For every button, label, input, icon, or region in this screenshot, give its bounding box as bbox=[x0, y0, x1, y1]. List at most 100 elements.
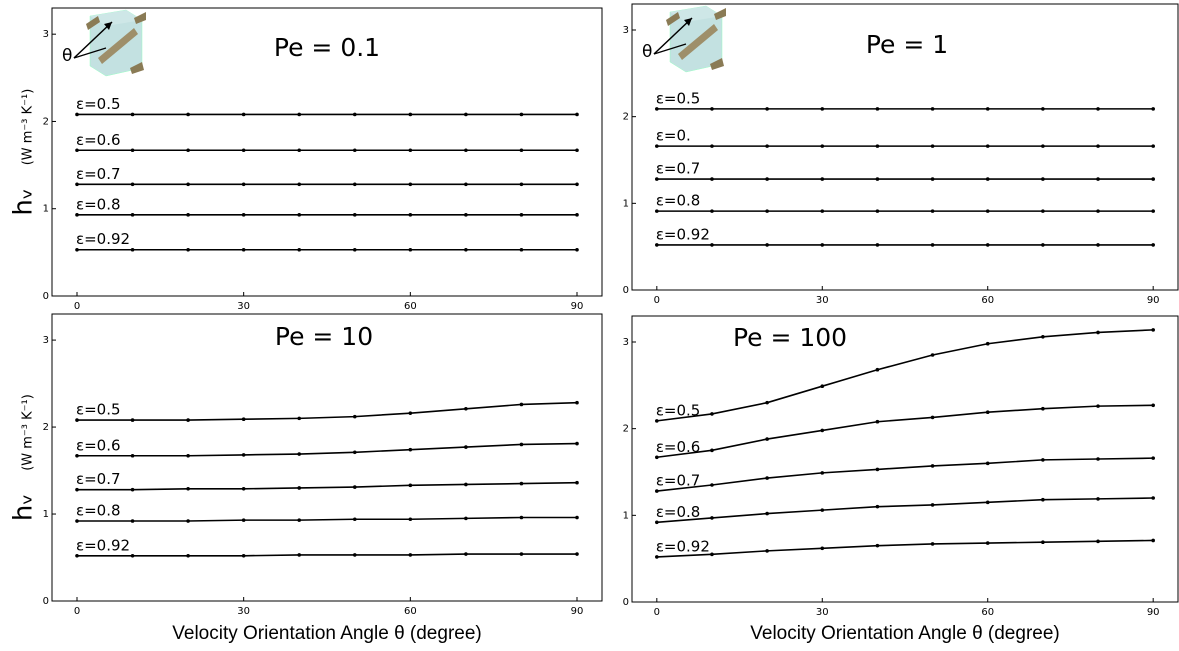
data-point bbox=[130, 519, 135, 523]
data-point bbox=[875, 543, 880, 548]
data-point bbox=[820, 471, 825, 475]
data-point bbox=[241, 417, 246, 422]
data-point bbox=[820, 428, 825, 433]
data-point bbox=[575, 552, 579, 556]
data-point bbox=[75, 487, 79, 492]
series-label: ε=0.92 bbox=[76, 230, 130, 248]
annotation: θ bbox=[642, 42, 652, 62]
data-point bbox=[710, 552, 714, 557]
series-line bbox=[656, 404, 1154, 459]
data-point bbox=[765, 400, 769, 405]
data-point bbox=[241, 553, 246, 558]
data-point bbox=[985, 144, 990, 148]
chart-title: Pe = 1 bbox=[866, 30, 948, 59]
data-point bbox=[930, 464, 935, 468]
data-point bbox=[575, 400, 579, 405]
data-point bbox=[519, 112, 524, 117]
data-point bbox=[1151, 328, 1155, 332]
y-label-units: (W m⁻³ K⁻¹) bbox=[21, 89, 36, 166]
series-line bbox=[656, 457, 1154, 492]
data-point bbox=[930, 144, 935, 148]
data-point bbox=[985, 541, 990, 545]
y-tick-label: 3 bbox=[623, 25, 629, 36]
data-point bbox=[186, 418, 190, 422]
series-label: ε=0.8 bbox=[76, 501, 121, 519]
data-point bbox=[820, 107, 825, 111]
data-point bbox=[1041, 209, 1045, 213]
cube-top bbox=[670, 6, 722, 22]
data-point bbox=[519, 148, 524, 153]
data-point bbox=[930, 542, 935, 546]
y-tick-label: 1 bbox=[623, 198, 629, 209]
data-point bbox=[130, 182, 135, 187]
data-point bbox=[408, 182, 413, 187]
data-point bbox=[820, 243, 825, 247]
data-point bbox=[575, 213, 579, 217]
cylinder-edge bbox=[710, 58, 724, 70]
y-tick-label: 2 bbox=[43, 116, 49, 127]
cylinder-edge bbox=[86, 16, 100, 30]
x-tick-label: 60 bbox=[981, 295, 994, 306]
series-line bbox=[77, 481, 578, 491]
data-point bbox=[464, 148, 468, 153]
y-axis-label: hᵥ (W m⁻³ K⁻¹) bbox=[9, 89, 39, 216]
series-label: ε=0.5 bbox=[656, 89, 701, 107]
inset-cube: θ bbox=[62, 9, 146, 77]
data-point bbox=[710, 107, 714, 111]
y-tick-label: 3 bbox=[43, 29, 49, 40]
data-point bbox=[241, 148, 246, 153]
arrow bbox=[653, 17, 693, 55]
data-point bbox=[655, 555, 659, 559]
data-point bbox=[75, 247, 79, 252]
series-label: ε=0.8 bbox=[656, 192, 701, 210]
series-label: ε=0.7 bbox=[656, 160, 701, 178]
data-point bbox=[352, 553, 357, 557]
data-point bbox=[710, 483, 714, 487]
series-label: ε=0.92 bbox=[656, 537, 710, 555]
data-point bbox=[519, 402, 524, 407]
data-point bbox=[297, 553, 302, 557]
data-point bbox=[186, 247, 190, 252]
data-point bbox=[710, 448, 714, 453]
data-point bbox=[297, 213, 302, 217]
data-point bbox=[765, 437, 769, 441]
series-line bbox=[656, 497, 1154, 524]
series-label: ε=0.92 bbox=[76, 536, 130, 554]
data-point bbox=[352, 247, 357, 252]
data-point bbox=[75, 182, 79, 187]
data-point bbox=[186, 453, 190, 458]
data-point bbox=[241, 182, 246, 187]
data-point bbox=[1096, 177, 1100, 181]
data-point bbox=[519, 213, 524, 217]
data-point bbox=[408, 447, 413, 452]
data-point bbox=[575, 112, 579, 117]
data-point bbox=[875, 209, 880, 213]
data-point bbox=[765, 144, 769, 148]
data-point bbox=[875, 419, 880, 424]
data-point bbox=[985, 500, 990, 505]
x-tick-label: 60 bbox=[404, 606, 417, 617]
data-point bbox=[241, 487, 246, 491]
data-point bbox=[930, 243, 935, 247]
series-label: ε=0.6 bbox=[656, 438, 701, 456]
data-point bbox=[464, 516, 468, 521]
data-point bbox=[297, 247, 302, 252]
arrow bbox=[653, 43, 687, 55]
data-point bbox=[1151, 177, 1155, 181]
series-label: ε=0.8 bbox=[76, 195, 121, 213]
arrow bbox=[73, 47, 107, 59]
series-line bbox=[77, 442, 578, 457]
series-label: ε=0.6 bbox=[76, 436, 121, 454]
data-point bbox=[352, 182, 357, 187]
data-point bbox=[765, 177, 769, 181]
data-point bbox=[186, 487, 190, 491]
data-point bbox=[710, 177, 714, 181]
x-tick-label: 30 bbox=[816, 607, 829, 618]
data-point bbox=[655, 520, 659, 525]
data-point bbox=[1151, 144, 1155, 148]
data-point bbox=[1041, 107, 1045, 111]
data-point bbox=[464, 213, 468, 217]
arrow bbox=[73, 21, 113, 59]
data-point bbox=[1041, 335, 1045, 339]
